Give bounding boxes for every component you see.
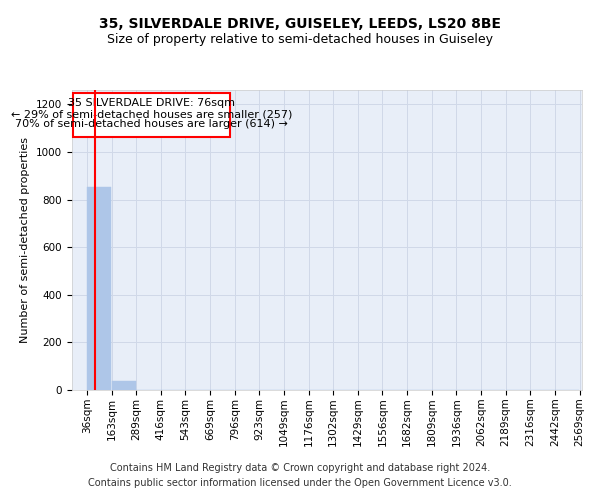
Y-axis label: Number of semi-detached properties: Number of semi-detached properties bbox=[20, 137, 31, 343]
Text: 70% of semi-detached houses are larger (614) →: 70% of semi-detached houses are larger (… bbox=[15, 118, 288, 128]
Bar bbox=[87, 188, 112, 390]
Text: ← 29% of semi-detached houses are smaller (257): ← 29% of semi-detached houses are smalle… bbox=[11, 109, 292, 119]
Text: 35 SILVERDALE DRIVE: 76sqm: 35 SILVERDALE DRIVE: 76sqm bbox=[68, 98, 235, 108]
FancyBboxPatch shape bbox=[73, 93, 230, 137]
Text: 35, SILVERDALE DRIVE, GUISELEY, LEEDS, LS20 8BE: 35, SILVERDALE DRIVE, GUISELEY, LEEDS, L… bbox=[99, 18, 501, 32]
Text: Size of property relative to semi-detached houses in Guiseley: Size of property relative to semi-detach… bbox=[107, 32, 493, 46]
Bar bbox=[112, 381, 136, 390]
Text: Contains HM Land Registry data © Crown copyright and database right 2024.
Contai: Contains HM Land Registry data © Crown c… bbox=[88, 462, 512, 487]
